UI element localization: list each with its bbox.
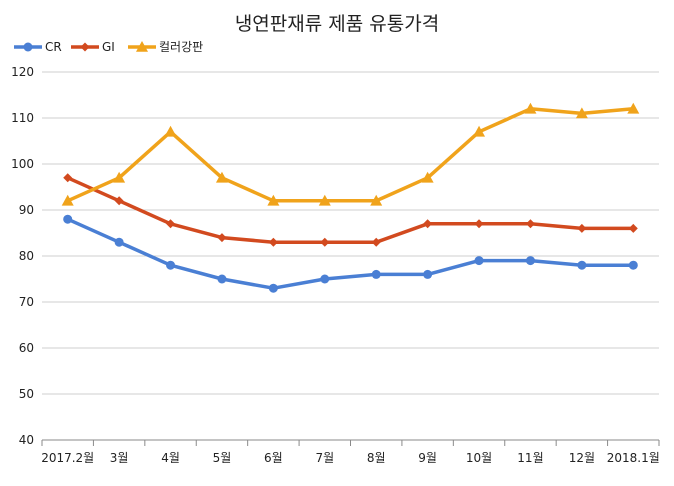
data-point: [473, 125, 486, 137]
data-point: [577, 223, 587, 233]
x-tick-label: 2017.2월: [41, 451, 94, 465]
legend-label: CR: [45, 40, 62, 54]
legend-item-1: CR: [14, 40, 62, 54]
data-point: [215, 171, 228, 183]
y-tick-label: 70: [19, 295, 34, 309]
legend: CR GI 컬러강판: [14, 40, 203, 54]
data-point: [371, 269, 381, 279]
y-tick-label: 60: [19, 341, 34, 355]
x-tick-label: 8월: [367, 451, 386, 465]
data-point: [63, 173, 73, 183]
x-tick-label: 4월: [161, 451, 180, 465]
x-tick-label: 6월: [264, 451, 283, 465]
x-axis: 2017.2월 3월 4월 5월 6월 7월 8월 9월 10월 11월 12월 2018.1월: [41, 439, 660, 465]
data-point: [267, 194, 280, 206]
x-tick-label: 12월: [569, 451, 595, 465]
data-point: [164, 125, 177, 137]
x-tick-label: 5월: [213, 451, 232, 465]
data-point: [423, 219, 433, 229]
series-line: [65, 107, 636, 203]
data-point: [525, 256, 535, 266]
legend-marker-circle: [23, 42, 33, 52]
data-point: [217, 274, 227, 284]
data-point: [114, 196, 124, 206]
chart-title: 냉연판재류 제품 유통가격: [235, 13, 439, 35]
data-point: [113, 171, 126, 183]
y-tick-label: 100: [11, 157, 34, 171]
data-point: [268, 283, 278, 293]
y-tick-label: 50: [19, 387, 34, 401]
legend-label: GI: [102, 40, 115, 54]
legend-marker-diamond: [80, 42, 90, 52]
data-point: [320, 237, 330, 247]
data-point: [166, 219, 176, 229]
data-point: [474, 256, 484, 266]
data-point: [575, 107, 588, 119]
data-point: [577, 260, 587, 270]
series-2: [63, 173, 638, 247]
data-point: [627, 102, 640, 114]
series-line: [65, 217, 636, 290]
x-tick-label: 9월: [418, 451, 437, 465]
x-tick-label: 11월: [517, 451, 543, 465]
data-point: [524, 102, 537, 114]
series-line: [65, 176, 636, 244]
data-point: [268, 237, 278, 247]
y-tick-label: 80: [19, 249, 34, 263]
y-tick-label: 40: [19, 433, 34, 447]
data-point: [318, 194, 331, 206]
legend-item-2: GI: [71, 40, 115, 54]
legend-label: 컬러강판: [159, 40, 203, 54]
data-point: [421, 171, 434, 183]
series-1: [63, 214, 638, 293]
data-point: [61, 194, 74, 206]
data-point: [370, 194, 383, 206]
data-point: [63, 214, 73, 224]
data-point: [320, 274, 330, 284]
data-point: [525, 219, 535, 229]
x-tick-label: 7월: [315, 451, 334, 465]
y-tick-label: 120: [11, 65, 34, 79]
data-point: [371, 237, 381, 247]
y-axis: 40 50 60 70 80 90 100 110 120: [11, 65, 34, 447]
data-point: [628, 260, 638, 270]
data-point: [474, 219, 484, 229]
x-tick-label: 10월: [466, 451, 492, 465]
gridlines: [42, 71, 659, 395]
x-tick-label: 2018.1월: [607, 451, 660, 465]
series-layer: [61, 102, 640, 293]
y-tick-label: 90: [19, 203, 34, 217]
data-point: [166, 260, 176, 270]
data-point: [628, 223, 638, 233]
legend-marker-triangle: [136, 41, 148, 52]
data-point: [114, 237, 124, 247]
legend-item-3: 컬러강판: [128, 40, 203, 54]
data-point: [217, 233, 227, 243]
data-point: [423, 269, 433, 279]
y-tick-label: 110: [11, 111, 34, 125]
x-tick-label: 3월: [110, 451, 129, 465]
series-3: [61, 102, 640, 206]
